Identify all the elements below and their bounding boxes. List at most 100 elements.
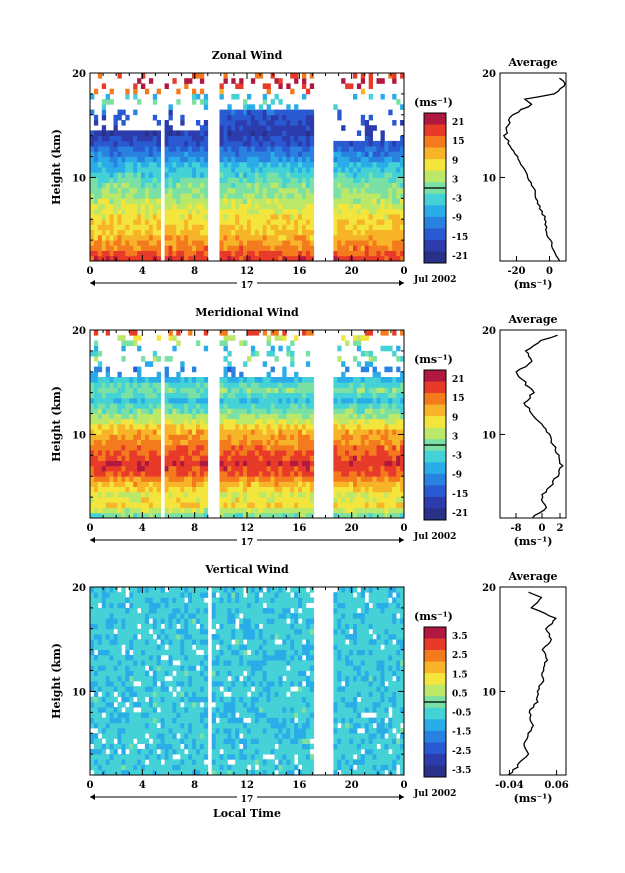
heatmap-cell [368, 455, 373, 461]
heatmap-cell [203, 93, 209, 100]
heatmap-cell [396, 146, 401, 152]
heatmap-cell [349, 460, 354, 467]
heatmap-cell [93, 397, 99, 404]
heatmap-cell [101, 465, 107, 472]
heatmap-cell [231, 397, 236, 404]
heatmap-cell [305, 455, 311, 461]
heatmap-cell [384, 224, 389, 230]
heatmap-cell [286, 245, 291, 251]
heatmap-cell [345, 214, 350, 220]
heatmap-cell [199, 507, 205, 514]
heatmap-cell [176, 413, 181, 420]
heatmap-cell [93, 198, 99, 204]
heatmap-cell [270, 455, 275, 461]
heatmap-cell [258, 255, 264, 262]
heatmap-cell [305, 330, 311, 336]
heatmap-cell [400, 187, 405, 194]
heatmap-cell [156, 439, 161, 446]
heatmap-cell [337, 403, 342, 409]
heatmap-cell [125, 418, 130, 425]
heatmap-cell [309, 219, 315, 225]
heatmap-cell [302, 497, 307, 503]
heatmap-cell [90, 497, 95, 503]
heatmap-cell [121, 738, 126, 744]
heatmap-cell [113, 497, 118, 503]
heatmap-cell [168, 187, 173, 194]
heatmap-cell [258, 382, 264, 388]
heatmap-cell [121, 502, 126, 508]
heatmap-cell [286, 439, 291, 446]
heatmap-cell [388, 444, 393, 451]
x-tick-label: 4 [139, 523, 146, 534]
heatmap-cell [203, 151, 209, 157]
heatmap-cell [282, 460, 287, 467]
heatmap-cell [333, 250, 338, 257]
heatmap-cell [305, 507, 311, 514]
heatmap-cell [192, 93, 197, 100]
heatmap-cell [364, 193, 370, 199]
heatmap-cell [388, 387, 393, 393]
heatmap-cell [360, 120, 366, 126]
heatmap-cell [353, 93, 358, 100]
heatmap-cell [227, 135, 232, 142]
heatmap-cell [290, 465, 295, 472]
heatmap-cell [282, 125, 287, 131]
heatmap-cell [266, 203, 271, 210]
heatmap-cell [117, 418, 122, 425]
heatmap-cell [243, 208, 248, 215]
heatmap-cell [199, 250, 205, 257]
heatmap-cell [262, 224, 267, 230]
heatmap-cell [247, 167, 252, 173]
heatmap-cell [109, 424, 114, 430]
heatmap-cell [282, 193, 287, 199]
heatmap-cell [109, 460, 114, 467]
heatmap-cell [360, 156, 366, 163]
heatmap-cell [168, 403, 173, 409]
heatmap-cell [156, 717, 161, 724]
heatmap-cell [101, 481, 107, 487]
heatmap-cell [227, 193, 232, 199]
heatmap-cell [137, 476, 142, 482]
heatmap-cell [196, 418, 201, 425]
heatmap-cell [278, 161, 283, 168]
heatmap-cell [239, 140, 244, 147]
heatmap-cell [121, 408, 126, 414]
heatmap-cell [144, 670, 150, 677]
colorbar-tick-label: 15 [452, 137, 465, 147]
heatmap-cell [156, 234, 161, 241]
heatmap-cell [152, 460, 158, 467]
heatmap-cell [219, 198, 224, 204]
heatmap-cell [227, 418, 232, 425]
heatmap-cell [152, 245, 158, 251]
heatmap-cell [239, 156, 244, 163]
heatmap-cell [274, 78, 279, 84]
heatmap-cell [152, 114, 158, 121]
heatmap-cell [105, 728, 110, 734]
heatmap-cell [396, 507, 401, 514]
heatmap-cell [141, 748, 146, 755]
heatmap-cell [168, 167, 173, 173]
heatmap-cell [254, 455, 260, 461]
heatmap-cell [97, 397, 103, 404]
heatmap-cell [113, 255, 118, 262]
heatmap-cell [353, 408, 358, 414]
heatmap-cell [290, 455, 295, 461]
heatmap-cell [101, 167, 107, 173]
heatmap-cell [93, 460, 99, 467]
heatmap-cell [199, 255, 205, 262]
heatmap-cell [235, 83, 240, 89]
heatmap-cell [392, 167, 397, 173]
heatmap-cell [117, 203, 122, 210]
heatmap-cell [223, 418, 228, 425]
heatmap-cell [93, 660, 99, 666]
heatmap-cell [133, 587, 138, 593]
heatmap-cell [144, 707, 150, 713]
heatmap-cell [113, 429, 118, 435]
heatmap-cell [148, 219, 154, 225]
heatmap-cell [298, 387, 303, 393]
heatmap-cell [372, 481, 377, 487]
heatmap-cell [274, 151, 279, 157]
heatmap-cell [380, 455, 385, 461]
heatmap-cell [396, 245, 401, 251]
heatmap-cell [270, 114, 275, 121]
